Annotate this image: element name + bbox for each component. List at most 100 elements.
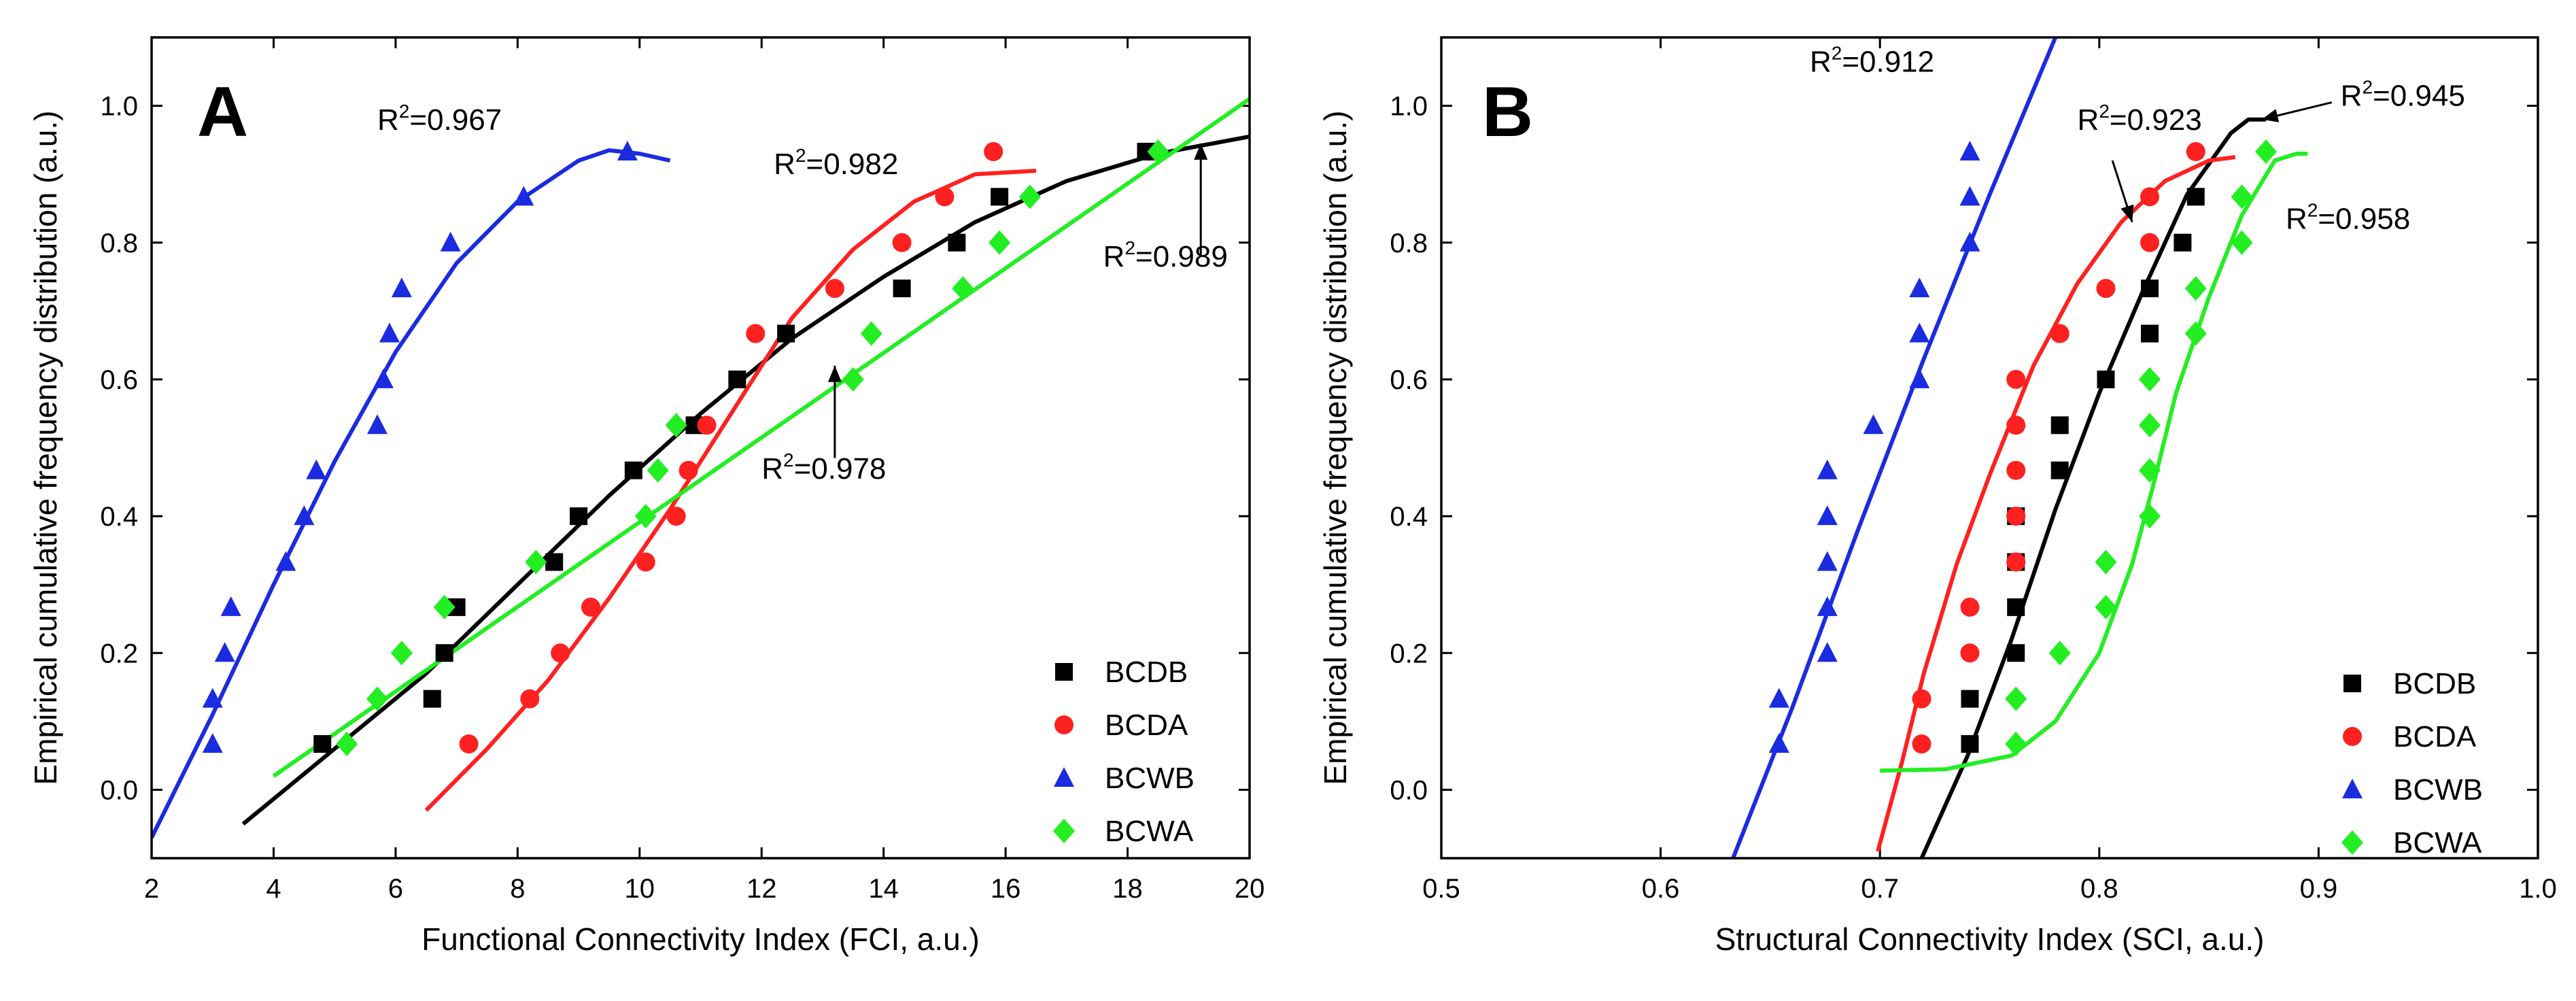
legend-marker-bcwa bbox=[2341, 830, 2363, 855]
y-tick-label: 0.8 bbox=[100, 228, 138, 258]
legend-marker-bcwb bbox=[1054, 767, 1074, 787]
point-bcda bbox=[2050, 324, 2070, 343]
point-bcwa bbox=[860, 321, 882, 346]
r-squared-annotation: R2=0.945 bbox=[2341, 77, 2465, 113]
x-tick-label: 14 bbox=[868, 874, 899, 904]
legend-label-bcdb: BCDB bbox=[1105, 656, 1188, 689]
x-tick-label: 2 bbox=[144, 874, 159, 904]
r-superscript: 2 bbox=[2307, 200, 2318, 221]
point-bcwa bbox=[2138, 367, 2161, 392]
point-bcda bbox=[520, 689, 540, 709]
point-bcdb bbox=[624, 461, 642, 479]
r-squared-annotation: R2=0.978 bbox=[761, 449, 886, 486]
point-bcwa bbox=[366, 686, 388, 711]
point-bcwb bbox=[1817, 551, 1838, 571]
point-bcdb bbox=[2007, 644, 2025, 662]
x-tick-label: 20 bbox=[1235, 874, 1265, 904]
point-bcdb bbox=[570, 507, 588, 526]
point-bcda bbox=[636, 552, 655, 572]
point-bcwb bbox=[1959, 140, 1980, 160]
point-bcwb bbox=[306, 459, 327, 479]
legend-label-bcda: BCDA bbox=[2393, 720, 2477, 753]
point-bcdb bbox=[2007, 598, 2025, 616]
point-bcwa bbox=[989, 230, 1011, 255]
x-tick-label: 0.6 bbox=[1642, 874, 1680, 904]
plot-frame bbox=[150, 36, 1251, 860]
legend-marker-bcwb bbox=[2342, 779, 2363, 798]
r-squared-annotation: R2=0.967 bbox=[377, 101, 502, 137]
arrow-head bbox=[1194, 143, 1208, 160]
point-bcwb bbox=[1817, 596, 1838, 616]
point-bcdb bbox=[948, 233, 966, 252]
point-bcwa bbox=[2095, 594, 2117, 620]
point-bcwb bbox=[513, 186, 534, 206]
r-superscript: 2 bbox=[2362, 77, 2373, 98]
point-bcdb bbox=[435, 644, 453, 662]
y-axis-title: Empirical cumulative frequency distribut… bbox=[28, 111, 63, 785]
legend: BCDB BCDA BCWB BCWA bbox=[1053, 656, 1195, 848]
point-bcwb bbox=[1817, 642, 1838, 662]
point-bcwa bbox=[2138, 458, 2161, 483]
legend-label-bcwa: BCWA bbox=[1105, 815, 1194, 848]
x-axis-title: Structural Connectivity Index (SCI, a.u.… bbox=[1715, 921, 2265, 957]
r-letter: R bbox=[2078, 103, 2099, 137]
point-bcwb bbox=[1909, 322, 1930, 343]
point-bcwb bbox=[366, 414, 388, 435]
x-tick-label: 12 bbox=[746, 874, 777, 904]
fit-line-bcwb bbox=[1731, 37, 2058, 858]
point-bcwb bbox=[617, 140, 638, 160]
point-bcwa bbox=[525, 549, 547, 575]
point-bcdb bbox=[313, 735, 332, 753]
legend-marker-bcda bbox=[2343, 727, 2362, 746]
point-bcda bbox=[2186, 141, 2205, 161]
panel-A: 2 4 6 8 10 12 14 16 18 20 0.0 0.2 0.4 0.6 0.8 1.0 Functi… bbox=[28, 36, 1265, 957]
point-bcdb bbox=[2050, 461, 2069, 479]
point-bcwb bbox=[1817, 505, 1838, 526]
point-bcda bbox=[746, 324, 766, 343]
point-bcda bbox=[892, 233, 912, 252]
arrow-head bbox=[2120, 204, 2134, 222]
r-value: =0.912 bbox=[1842, 45, 1934, 78]
legend-label-bcwa: BCWA bbox=[2393, 826, 2482, 860]
point-bcwa bbox=[2138, 413, 2161, 438]
point-bcwa bbox=[2095, 549, 2117, 575]
r-value: =0.945 bbox=[2373, 80, 2465, 113]
point-bcdb bbox=[2174, 233, 2192, 252]
r-letter: R bbox=[377, 103, 399, 137]
r-letter: R bbox=[1810, 45, 1832, 78]
r-superscript: 2 bbox=[399, 101, 410, 122]
r-value: =0.967 bbox=[409, 103, 502, 137]
fit-line-bcwa bbox=[1880, 152, 2308, 773]
x-tick-label: 8 bbox=[510, 874, 525, 904]
y-tick-label: 0.6 bbox=[100, 365, 138, 395]
point-bcdb bbox=[2050, 416, 2069, 435]
point-bcwb bbox=[440, 231, 461, 252]
point-bcwa bbox=[336, 732, 358, 757]
x-tick-label: 1.0 bbox=[2519, 874, 2557, 904]
r-superscript: 2 bbox=[2099, 101, 2110, 122]
x-tick-label: 0.8 bbox=[2080, 874, 2118, 904]
point-bcwa bbox=[2138, 504, 2161, 529]
r-letter: R bbox=[2341, 80, 2363, 113]
fit-line-bcwb bbox=[152, 148, 671, 839]
point-bcda bbox=[2096, 279, 2116, 299]
y-tick-label: 0.8 bbox=[1390, 228, 1428, 258]
y-tick-label: 0.0 bbox=[1390, 775, 1428, 805]
r-squared-annotation: R2=0.923 bbox=[2078, 101, 2202, 137]
x-tick-label: 10 bbox=[625, 874, 655, 904]
x-tick-label: 0.7 bbox=[1861, 874, 1899, 904]
legend-marker-bcdb bbox=[1055, 663, 1073, 681]
point-bcda bbox=[1960, 643, 1980, 663]
y-tick-label: 0.2 bbox=[100, 639, 138, 668]
r-value: =0.958 bbox=[2318, 203, 2410, 236]
point-bcwb bbox=[373, 368, 394, 388]
arrow-head bbox=[827, 365, 842, 382]
point-bcda bbox=[2006, 460, 2026, 480]
point-bcda bbox=[697, 415, 717, 435]
point-bcdb bbox=[1961, 690, 1979, 708]
point-bcwa bbox=[647, 458, 669, 483]
point-bcdb bbox=[545, 553, 564, 571]
point-bcwb bbox=[1909, 368, 1930, 388]
point-bcdb bbox=[423, 690, 441, 708]
